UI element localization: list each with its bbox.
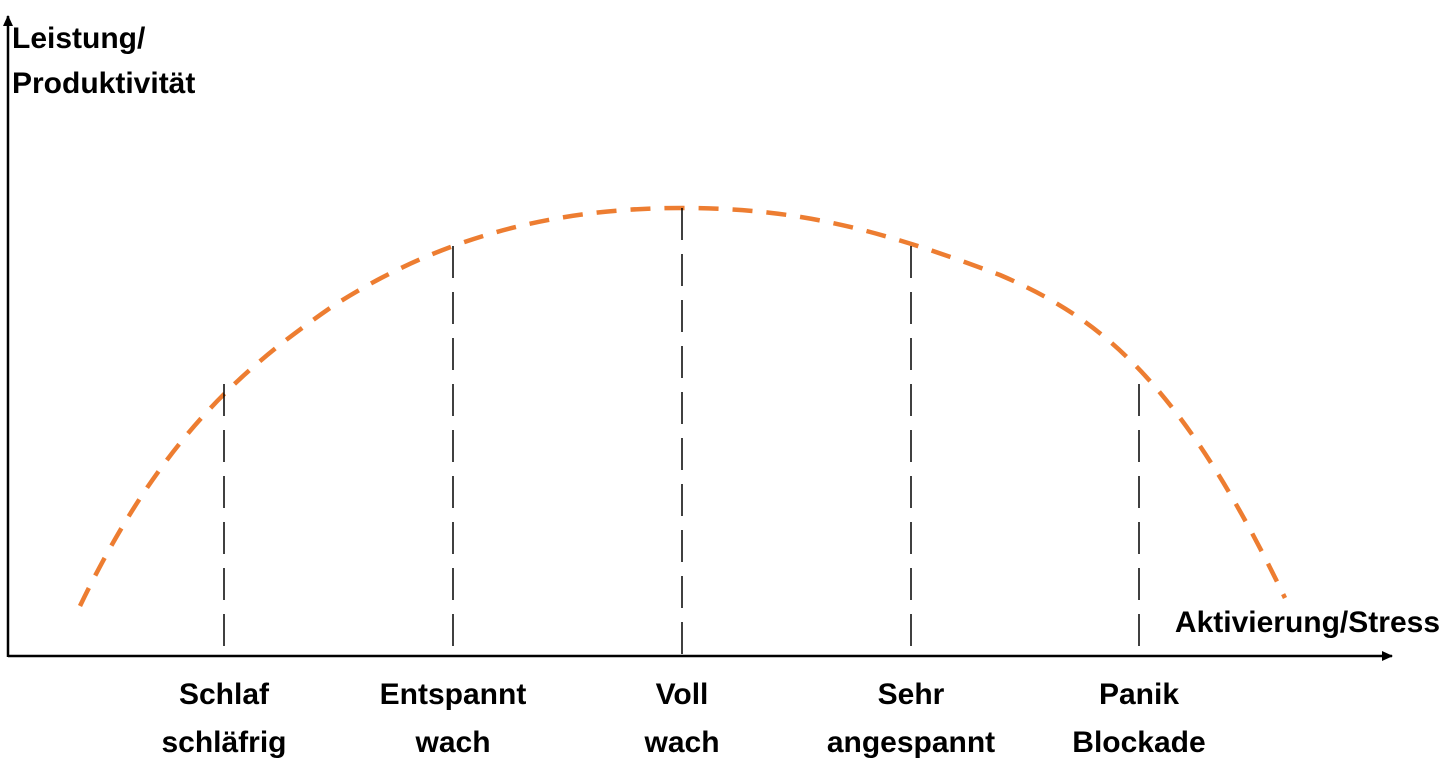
- x-axis-title: Aktivierung/Stress: [1175, 606, 1440, 639]
- stage-label-line2: angespannt: [827, 726, 995, 759]
- stage-label-line2: wach: [414, 726, 490, 759]
- stage-markers: Schlaf schläfrig Entspannt wach Voll wac…: [161, 208, 1206, 759]
- stage-schlaf: Schlaf schläfrig: [161, 384, 287, 759]
- stage-label-line1: Schlaf: [179, 678, 270, 711]
- stage-sehr: Sehr angespannt: [827, 246, 995, 759]
- stage-label-line1: Entspannt: [380, 678, 527, 711]
- stage-panik: Panik Blockade: [1072, 384, 1206, 759]
- stage-label-line1: Voll: [656, 678, 709, 711]
- stage-entspannt: Entspannt wach: [380, 246, 527, 759]
- stage-label-line1: Panik: [1099, 678, 1179, 711]
- stage-voll: Voll wach: [643, 208, 720, 759]
- stage-label-line2: Blockade: [1072, 726, 1205, 759]
- y-axis-title-line2: Produktivität: [12, 67, 195, 100]
- stage-label-line2: wach: [643, 726, 719, 759]
- stage-label-line1: Sehr: [878, 678, 945, 711]
- stage-label-line2: schläfrig: [161, 726, 286, 759]
- y-axis-title-line1: Leistung/: [12, 22, 146, 55]
